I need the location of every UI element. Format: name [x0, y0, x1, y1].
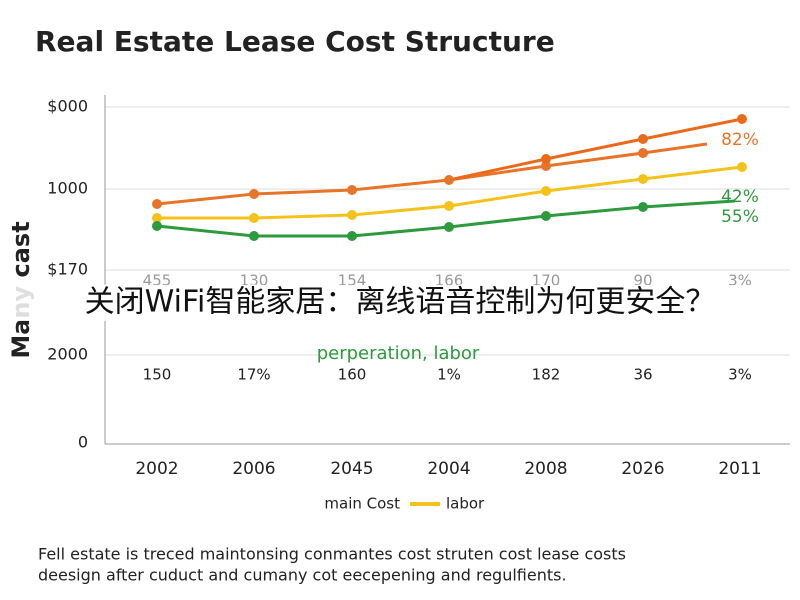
point [347, 210, 357, 220]
point [541, 161, 551, 171]
point [541, 154, 551, 164]
annotation: perperation, labor [317, 343, 480, 364]
chart-title: Real Estate Lease Cost Structure [35, 25, 555, 58]
legend-entry: main Cost [324, 495, 400, 513]
point [638, 134, 648, 144]
y-tick-label: $170 [47, 260, 88, 279]
point [249, 189, 259, 199]
x-tick-label: 2008 [524, 459, 567, 479]
line-label: 55% [721, 207, 759, 227]
points [152, 114, 747, 241]
legend-entry: labor [446, 495, 485, 513]
point [152, 199, 162, 209]
x-tick-label: 2004 [427, 459, 470, 479]
row-label: 3% [728, 366, 752, 384]
x-tick-label: 2002 [135, 459, 178, 479]
overlay-band [0, 285, 800, 321]
point [541, 211, 551, 221]
point [152, 221, 162, 231]
y-tick-label: $000 [47, 97, 88, 116]
row-label: 1% [437, 366, 461, 384]
x-tick-label: 2026 [621, 459, 664, 479]
point [541, 186, 551, 196]
point [638, 174, 648, 184]
caption: Fell estate is treced maintonsing conman… [38, 545, 626, 564]
point [444, 201, 454, 211]
x-tick-label: 2006 [232, 459, 275, 479]
x-tick-label: 2045 [330, 459, 373, 479]
point [249, 231, 259, 241]
y-tick-label: 2000 [47, 345, 88, 364]
row-label: 150 [143, 366, 172, 384]
row-label: 17% [237, 366, 270, 384]
point [444, 175, 454, 185]
point [444, 222, 454, 232]
x-ticks: 2002 2006 2045 2004 2008 2026 2011 [135, 459, 761, 479]
caption: deesign after cuduct and cumany cot eece… [38, 566, 567, 585]
row-label: 36 [633, 366, 652, 384]
overlay-text: 关闭WiFi智能家居：离线语音控制为何更安全？ [85, 285, 716, 320]
point [152, 213, 162, 223]
line-label: 42% [721, 187, 759, 207]
x-tick-label: 2011 [718, 459, 761, 479]
point [249, 213, 259, 223]
point [737, 162, 747, 172]
grid [104, 95, 790, 445]
cost-line [448, 117, 743, 182]
y-tick-label: 0 [78, 433, 88, 452]
row-label: 160 [338, 366, 367, 384]
line-label: 82% [721, 130, 759, 150]
point [638, 202, 648, 212]
row-label: 182 [532, 366, 561, 384]
point [347, 231, 357, 241]
point [737, 114, 747, 124]
point [347, 185, 357, 195]
cost-line [156, 142, 708, 206]
y-tick-label: 1000 [47, 179, 88, 198]
point [638, 148, 648, 158]
